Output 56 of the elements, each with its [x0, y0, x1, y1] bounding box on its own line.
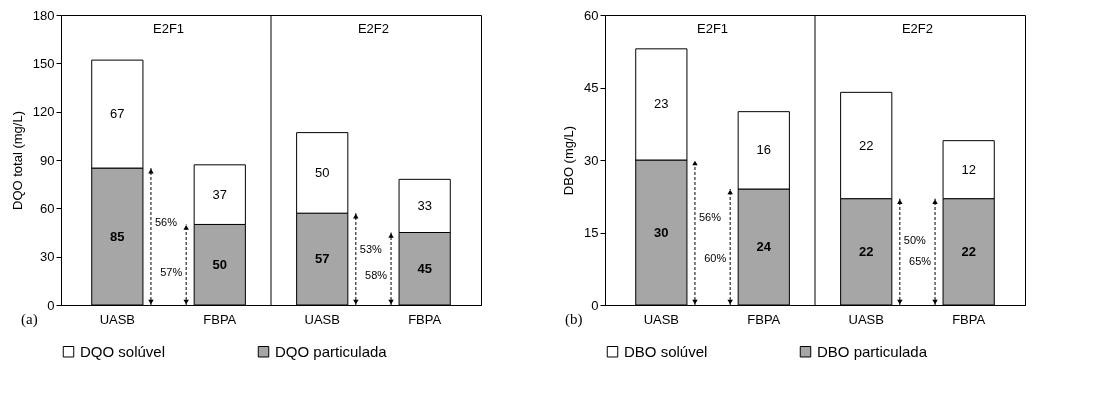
annotation: 58% — [365, 269, 388, 281]
x-tick-label: UASB — [304, 311, 340, 327]
annotation: 50% — [903, 234, 927, 247]
data-label: 23 — [654, 96, 669, 112]
legend-label: DQO solúvel — [80, 342, 166, 360]
y-tick-label: 15 — [584, 225, 599, 240]
y-tick-label: 30 — [584, 152, 599, 168]
x-tick-label: FBPA — [203, 311, 237, 327]
data-label: 85 — [110, 228, 125, 244]
x-tick-label: FBPA — [952, 311, 986, 327]
data-label: 33 — [417, 197, 432, 213]
legend-label: DBO particulada — [817, 342, 928, 360]
annotation: E2F1 — [153, 21, 185, 36]
y-tick-label: 120 — [32, 104, 55, 120]
y-axis-title: DQO total (mg/L) — [9, 111, 25, 210]
data-label: 30 — [654, 224, 669, 240]
annotation: 57% — [160, 265, 183, 278]
data-label: 37 — [212, 186, 228, 202]
x-tick-label: UASB — [848, 311, 884, 327]
x-tick-label: UASB — [643, 311, 680, 327]
y-tick-label: 90 — [40, 152, 55, 168]
data-label: 22 — [858, 243, 874, 259]
annotation: E2F2 — [901, 21, 933, 36]
annotation: 65% — [909, 255, 932, 268]
text: (a) — [21, 311, 38, 328]
data-label: 22 — [961, 243, 976, 259]
y-tick-label: 60 — [584, 7, 599, 23]
y-tick-label: 0 — [591, 297, 599, 313]
y-tick-label: 60 — [40, 200, 55, 216]
data-label: 50 — [314, 164, 330, 180]
annotation: E2F2 — [357, 21, 389, 36]
data-label: 57 — [314, 251, 330, 267]
data-label: 50 — [212, 256, 228, 272]
x-tick-label: UASB — [99, 311, 136, 327]
y-axis-title: DBO (mg/L) — [561, 125, 577, 196]
annotation: 60% — [704, 251, 727, 264]
annotation: E2F1 — [697, 21, 729, 36]
annotation: 53% — [359, 242, 383, 255]
data-label: 12 — [961, 161, 976, 177]
annotation: 56% — [698, 211, 722, 223]
data-label: 67 — [110, 106, 125, 122]
legend-label: DQO particulada — [275, 342, 388, 360]
data-label: 24 — [756, 239, 772, 254]
data-label: 16 — [756, 142, 772, 158]
y-tick-label: 45 — [584, 80, 599, 95]
x-tick-label: FBPA — [747, 311, 781, 327]
y-tick-label: 150 — [32, 55, 55, 71]
y-tick-label: 0 — [47, 297, 55, 313]
data-label: 45 — [417, 260, 432, 276]
x-tick-label: FBPA — [408, 311, 442, 327]
y-tick-label: 180 — [32, 7, 55, 23]
annotation: 56% — [154, 215, 178, 228]
data-label: 22 — [858, 137, 874, 153]
y-tick-label: 30 — [40, 249, 55, 265]
legend-label: DBO solúvel — [624, 342, 708, 360]
text: (b) — [565, 311, 583, 328]
